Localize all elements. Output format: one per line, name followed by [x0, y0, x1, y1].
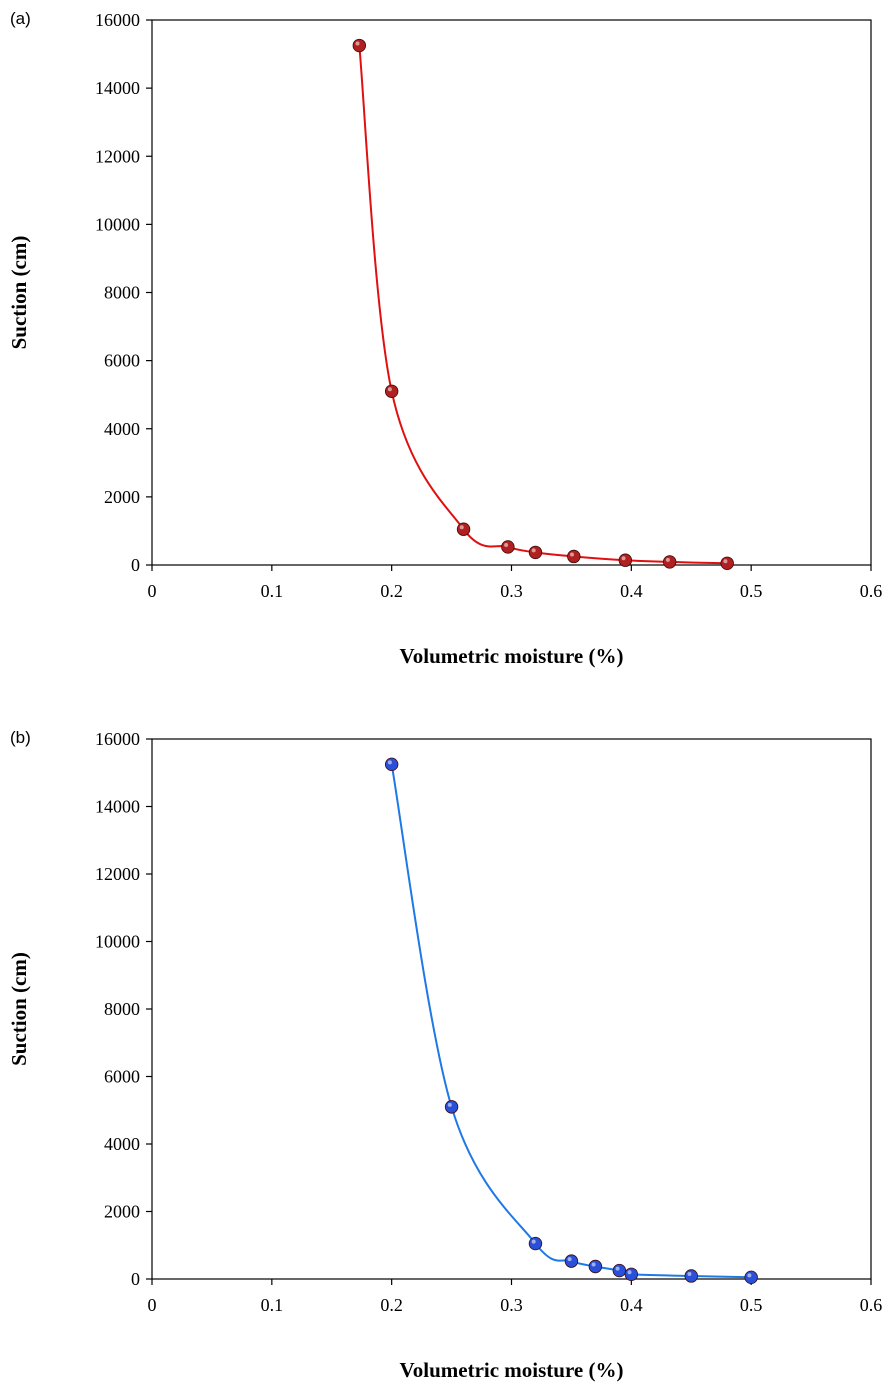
- data-point-highlight: [570, 552, 575, 557]
- x-tick-label: 0.3: [500, 1295, 523, 1315]
- y-tick-label: 8000: [104, 999, 140, 1019]
- data-point-highlight: [387, 760, 392, 765]
- data-point: [501, 540, 515, 554]
- x-axis-title: Volumetric moisture (%): [400, 644, 624, 668]
- data-point: [720, 556, 734, 570]
- x-tick-label: 0.2: [380, 1295, 403, 1315]
- y-tick-label: 16000: [95, 729, 140, 749]
- data-point: [567, 549, 581, 564]
- data-point: [684, 1269, 698, 1283]
- data-point: [618, 553, 633, 567]
- y-tick-label: 6000: [104, 1067, 140, 1087]
- data-point-highlight: [531, 1239, 536, 1244]
- data-point-highlight: [615, 1266, 620, 1271]
- x-tick-label: 0.5: [740, 581, 763, 601]
- x-tick-label: 0.1: [261, 581, 284, 601]
- data-point-highlight: [567, 1257, 572, 1262]
- y-tick-label: 14000: [95, 78, 140, 98]
- x-tick-label: 0.1: [261, 1295, 284, 1315]
- data-point: [528, 545, 543, 560]
- data-point-highlight: [504, 542, 509, 547]
- data-point-highlight: [531, 548, 536, 553]
- data-point-highlight: [447, 1102, 452, 1107]
- x-tick-label: 0: [148, 1295, 157, 1315]
- x-tick-label: 0.3: [500, 581, 523, 601]
- plot-frame: [151, 19, 872, 566]
- data-point: [456, 522, 471, 536]
- data-point-highlight: [355, 41, 360, 46]
- data-point-highlight: [459, 525, 464, 530]
- x-tick-label: 0.5: [740, 1295, 763, 1315]
- x-tick-label: 0.4: [620, 1295, 643, 1315]
- series-line: [390, 764, 752, 1279]
- y-tick-label: 10000: [95, 214, 140, 234]
- y-tick-label: 4000: [104, 419, 140, 439]
- data-point: [744, 1270, 758, 1285]
- y-tick-label: 2000: [104, 487, 140, 507]
- y-tick-label: 4000: [104, 1134, 140, 1154]
- x-tick-label: 0.6: [860, 581, 883, 601]
- x-axis-title: Volumetric moisture (%): [400, 1358, 624, 1382]
- y-axis-title: Suction (cm): [7, 236, 31, 350]
- plot-frame: [151, 738, 872, 1280]
- chart-panel-b: (b) 0 0.1 0.2 0.3 0.4 0.5 0.6 0 2000 4000 6000 8000 1…: [7, 728, 882, 1382]
- x-tick-label: 0.6: [860, 1295, 883, 1315]
- data-point: [564, 1254, 579, 1268]
- y-tick-label: 12000: [95, 864, 140, 884]
- data-point-highlight: [723, 559, 728, 564]
- y-axis-title: Suction (cm): [7, 952, 31, 1066]
- data-point-highlight: [747, 1273, 752, 1278]
- data-point: [352, 38, 367, 53]
- data-point: [528, 1236, 543, 1251]
- data-point-highlight: [387, 387, 392, 392]
- y-tick-label: 16000: [95, 10, 140, 30]
- data-point-highlight: [627, 1270, 632, 1275]
- y-tick-label: 0: [131, 555, 140, 575]
- y-tick-label: 2000: [104, 1202, 140, 1222]
- chart-panel-a: (a) 0 0.1 0.2 0.3 0.4 0.5 0.6 0 2000 4000 6000 8000 1…: [7, 9, 882, 668]
- data-point: [588, 1259, 603, 1274]
- data-point-highlight: [665, 557, 670, 562]
- y-tick-label: 10000: [95, 932, 140, 952]
- panel-label: (b): [10, 728, 31, 747]
- x-tick-label: 0.2: [380, 581, 403, 601]
- x-tick-label: 0.4: [620, 581, 643, 601]
- data-point-highlight: [687, 1271, 692, 1276]
- data-point: [444, 1100, 459, 1114]
- y-tick-label: 12000: [95, 146, 140, 166]
- y-tick-label: 6000: [104, 351, 140, 371]
- data-point: [384, 384, 399, 398]
- data-point-highlight: [591, 1262, 596, 1267]
- y-tick-label: 14000: [95, 797, 140, 817]
- data-point: [624, 1267, 639, 1281]
- x-tick-label: 0: [148, 581, 157, 601]
- data-point-highlight: [621, 556, 626, 561]
- panel-label: (a): [10, 9, 31, 28]
- series-line: [358, 45, 728, 565]
- data-point: [612, 1263, 627, 1278]
- y-tick-label: 0: [131, 1269, 140, 1289]
- data-point: [384, 757, 399, 772]
- y-tick-label: 8000: [104, 283, 140, 303]
- data-point: [662, 555, 677, 569]
